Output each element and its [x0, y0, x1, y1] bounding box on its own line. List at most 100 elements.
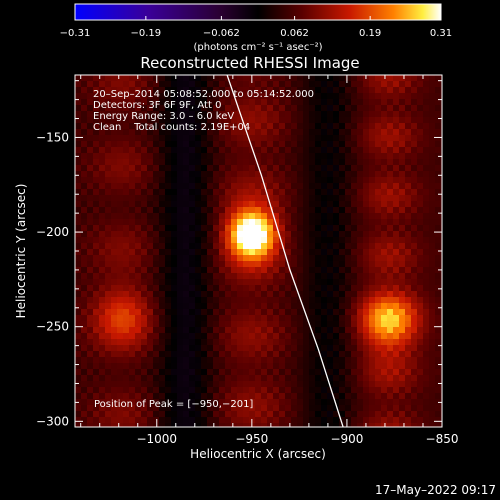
heatmap-cell: [315, 411, 322, 418]
heatmap-cell: [183, 237, 190, 244]
heatmap-cell: [375, 411, 382, 418]
heatmap-cell: [315, 165, 322, 172]
heatmap-cell: [219, 345, 226, 352]
heatmap-cell: [375, 177, 382, 184]
heatmap-cell: [231, 315, 238, 322]
heatmap-cell: [411, 357, 418, 364]
heatmap-cell: [423, 87, 430, 94]
heatmap-cell: [75, 405, 82, 412]
heatmap-cell: [435, 99, 442, 106]
heatmap-cell: [249, 369, 256, 376]
heatmap-cell: [393, 207, 400, 214]
heatmap-cell: [435, 243, 442, 250]
heatmap-cell: [129, 357, 136, 364]
heatmap-cell: [189, 279, 196, 286]
heatmap-cell: [201, 201, 208, 208]
heatmap-cell: [219, 225, 226, 232]
heatmap-cell: [291, 93, 298, 100]
heatmap-cell: [183, 213, 190, 220]
heatmap-cell: [357, 309, 364, 316]
heatmap-cell: [171, 237, 178, 244]
heatmap-cell: [381, 201, 388, 208]
heatmap-cell: [261, 423, 268, 427]
heatmap-cell: [207, 273, 214, 280]
heatmap-cell: [147, 417, 154, 424]
heatmap-cell: [243, 375, 250, 382]
heatmap-cell: [93, 195, 100, 202]
heatmap-cell: [183, 417, 190, 424]
heatmap-cell: [105, 363, 112, 370]
heatmap-cell: [327, 267, 334, 274]
heatmap-cell: [219, 351, 226, 358]
heatmap-cell: [381, 399, 388, 406]
heatmap-cell: [147, 297, 154, 304]
heatmap-cell: [357, 405, 364, 412]
heatmap-cell: [105, 129, 112, 136]
heatmap-cell: [279, 237, 286, 244]
heatmap-cell: [171, 105, 178, 112]
heatmap-cell: [255, 255, 262, 262]
heatmap-cell: [177, 261, 184, 268]
heatmap-cell: [237, 255, 244, 262]
heatmap-cell: [393, 363, 400, 370]
heatmap-cell: [153, 387, 160, 394]
heatmap-cell: [309, 105, 316, 112]
heatmap-cell: [333, 381, 340, 388]
heatmap-cell: [213, 333, 220, 340]
heatmap-cell: [213, 183, 220, 190]
heatmap-cell: [417, 81, 424, 88]
heatmap-cell: [207, 81, 214, 88]
heatmap-cell: [255, 159, 262, 166]
heatmap-cell: [405, 297, 412, 304]
heatmap-cell: [327, 273, 334, 280]
heatmap-cell: [429, 411, 436, 418]
heatmap-cell: [345, 105, 352, 112]
heatmap-cell: [333, 255, 340, 262]
heatmap-cell: [153, 285, 160, 292]
heatmap-cell: [429, 201, 436, 208]
heatmap-cell: [399, 189, 406, 196]
heatmap-cell: [183, 171, 190, 178]
heatmap-cell: [117, 333, 124, 340]
heatmap-cell: [327, 423, 334, 427]
heatmap-cell: [285, 345, 292, 352]
heatmap-cell: [333, 75, 340, 82]
heatmap-cell: [369, 369, 376, 376]
heatmap-cell: [399, 81, 406, 88]
heatmap-cell: [231, 171, 238, 178]
heatmap-cell: [183, 99, 190, 106]
heatmap-cell: [333, 231, 340, 238]
heatmap-cell: [297, 423, 304, 427]
heatmap-cell: [243, 291, 250, 298]
heatmap-cell: [291, 231, 298, 238]
heatmap-cell: [237, 309, 244, 316]
heatmap-cell: [333, 237, 340, 244]
heatmap-cell: [165, 177, 172, 184]
heatmap-cell: [327, 93, 334, 100]
heatmap-cell: [81, 81, 88, 88]
heatmap-cell: [75, 345, 82, 352]
heatmap-cell: [369, 243, 376, 250]
heatmap-cell: [111, 333, 118, 340]
heatmap-cell: [231, 219, 238, 226]
heatmap-cell: [165, 237, 172, 244]
heatmap-cell: [219, 87, 226, 94]
heatmap-cell: [147, 351, 154, 358]
heatmap-cell: [369, 213, 376, 220]
colorbar: [74, 3, 442, 21]
heatmap-cell: [213, 111, 220, 118]
heatmap-cell: [303, 285, 310, 292]
heatmap-cell: [369, 93, 376, 100]
heatmap-cell: [177, 207, 184, 214]
heatmap-cell: [369, 261, 376, 268]
heatmap-cell: [291, 243, 298, 250]
heatmap-cell: [429, 93, 436, 100]
heatmap-cell: [87, 147, 94, 154]
heatmap-cell: [303, 267, 310, 274]
heatmap-cell: [285, 375, 292, 382]
heatmap-cell: [417, 375, 424, 382]
heatmap-cell: [285, 273, 292, 280]
heatmap-cell: [231, 183, 238, 190]
heatmap-cell: [429, 195, 436, 202]
heatmap-cell: [369, 189, 376, 196]
